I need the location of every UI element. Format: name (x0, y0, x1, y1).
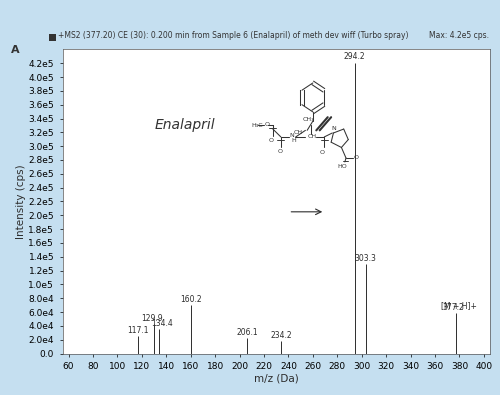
Text: Max: 4.2e5 cps.: Max: 4.2e5 cps. (429, 31, 489, 40)
Text: 377.2: 377.2 (442, 303, 464, 312)
Text: [M + H]+: [M + H]+ (442, 301, 478, 310)
Text: H: H (292, 138, 296, 143)
Text: O: O (320, 150, 325, 155)
Text: O: O (268, 137, 274, 143)
Text: 134.4: 134.4 (151, 319, 173, 328)
Text: Enalapril: Enalapril (154, 118, 215, 132)
Text: O: O (278, 149, 283, 154)
Text: 303.3: 303.3 (355, 254, 376, 263)
Text: 160.2: 160.2 (180, 295, 202, 304)
Text: 129.9: 129.9 (140, 314, 162, 324)
Text: HO: HO (337, 164, 347, 169)
Text: 294.2: 294.2 (344, 52, 366, 61)
Text: O: O (354, 155, 359, 160)
Text: H₃C: H₃C (251, 122, 263, 128)
Text: 234.2: 234.2 (270, 331, 292, 340)
X-axis label: m/z (Da): m/z (Da) (254, 374, 298, 384)
Text: 117.1: 117.1 (128, 326, 149, 335)
Text: A: A (11, 45, 20, 55)
Text: CH: CH (294, 130, 302, 135)
Text: O: O (264, 122, 270, 127)
Text: +MS2 (377.20) CE (30): 0.200 min from Sample 6 (Enalapril) of meth dev wiff (Tur: +MS2 (377.20) CE (30): 0.200 min from Sa… (58, 31, 408, 40)
Y-axis label: Intensity (cps): Intensity (cps) (16, 164, 26, 239)
Text: CH: CH (308, 134, 317, 139)
Text: CH₃: CH₃ (302, 117, 314, 122)
Text: 206.1: 206.1 (236, 328, 258, 337)
Text: N: N (331, 126, 336, 131)
Text: N: N (290, 133, 294, 138)
